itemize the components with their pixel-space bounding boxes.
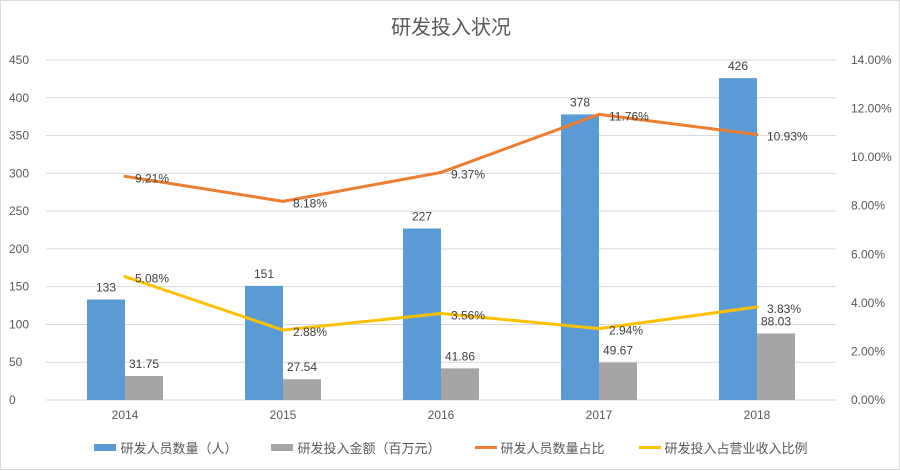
line-point-2-1	[281, 199, 285, 203]
left-tick-label: 150	[9, 280, 29, 294]
x-tick-label: 2014	[112, 408, 139, 422]
right-tick-label: 0.00%	[851, 393, 885, 407]
line-point-2-3	[597, 112, 601, 116]
left-tick-label: 200	[9, 242, 29, 256]
data-label: 8.18%	[293, 196, 327, 210]
bar-0-0	[87, 299, 125, 400]
data-label: 9.37%	[451, 167, 485, 181]
legend: 研发人员数量（人） 研发投入金额（百万元） 研发人员数量占比 研发投入占营业收入…	[1, 438, 900, 457]
right-tick-label: 10.00%	[851, 150, 892, 164]
left-tick-label: 100	[9, 317, 29, 331]
bar-1-1	[283, 379, 321, 400]
data-label: 11.76%	[609, 109, 649, 123]
right-tick-label: 2.00%	[851, 344, 885, 358]
data-label: 378	[570, 95, 590, 109]
data-label: 2.94%	[609, 324, 643, 338]
right-tick-label: 14.00%	[851, 53, 892, 67]
legend-label: 研发投入占营业收入比例	[664, 441, 808, 456]
line-point-2-4	[755, 133, 759, 137]
data-label: 3.56%	[451, 309, 485, 323]
left-tick-label: 350	[9, 129, 29, 143]
legend-swatch	[638, 446, 661, 449]
legend-item-3: 研发投入占营业收入比例	[638, 438, 808, 457]
left-tick-label: 400	[9, 91, 29, 105]
right-tick-label: 6.00%	[851, 247, 885, 261]
legend-label: 研发人员数量占比	[500, 441, 605, 456]
data-label: 10.93%	[767, 130, 808, 144]
data-label: 3.83%	[767, 302, 801, 316]
data-label: 41.86	[445, 349, 475, 363]
legend-label: 研发投入金额（百万元）	[297, 441, 441, 456]
bar-1-4	[757, 333, 795, 400]
bar-1-2	[441, 368, 479, 400]
legend-item-0: 研发人员数量（人）	[94, 438, 237, 457]
right-tick-label: 12.00%	[851, 102, 892, 116]
data-label: 31.75	[129, 357, 159, 371]
legend-item-2: 研发人员数量占比	[474, 438, 605, 457]
line-series-2	[124, 112, 758, 203]
data-label: 2.88%	[293, 325, 327, 339]
line-point-2-2	[439, 170, 443, 174]
data-label: 27.54	[287, 360, 317, 374]
right-tick-label: 4.00%	[851, 296, 885, 310]
line-point-3-3	[597, 327, 601, 331]
data-label: 426	[728, 59, 748, 73]
x-tick-label: 2015	[270, 408, 297, 422]
bar-0-4	[719, 78, 757, 400]
left-tick-label: 450	[9, 53, 29, 67]
line-point-3-4	[755, 305, 759, 309]
data-label: 9.21%	[135, 171, 169, 185]
left-tick-label: 250	[9, 204, 29, 218]
bar-1-3	[599, 362, 637, 400]
chart-title: 研发投入状况	[391, 17, 511, 39]
data-label: 49.67	[603, 343, 633, 357]
line-point-3-0	[123, 275, 127, 279]
right-tick-label: 8.00%	[851, 199, 885, 213]
line-point-3-2	[439, 312, 443, 316]
legend-swatch	[474, 446, 497, 449]
legend-swatch	[94, 444, 117, 451]
line-point-3-1	[281, 328, 285, 332]
legend-label: 研发人员数量（人）	[120, 441, 238, 456]
bar-0-1	[245, 285, 283, 400]
x-tick-label: 2018	[744, 408, 771, 422]
data-label: 88.03	[761, 314, 791, 328]
x-tick-label: 2016	[428, 408, 455, 422]
data-label: 227	[412, 209, 432, 223]
legend-swatch	[271, 444, 294, 451]
bar-1-0	[125, 376, 163, 400]
legend-item-1: 研发投入金额（百万元）	[271, 438, 441, 457]
left-tick-label: 300	[9, 166, 29, 180]
data-label: 5.08%	[135, 272, 169, 286]
x-tick-label: 2017	[586, 408, 613, 422]
data-label: 151	[254, 267, 274, 281]
line-point-2-0	[123, 174, 127, 178]
left-tick-label: 0	[9, 393, 16, 407]
left-tick-label: 50	[9, 355, 23, 369]
data-label: 133	[96, 281, 116, 295]
bar-0-3	[561, 114, 599, 401]
